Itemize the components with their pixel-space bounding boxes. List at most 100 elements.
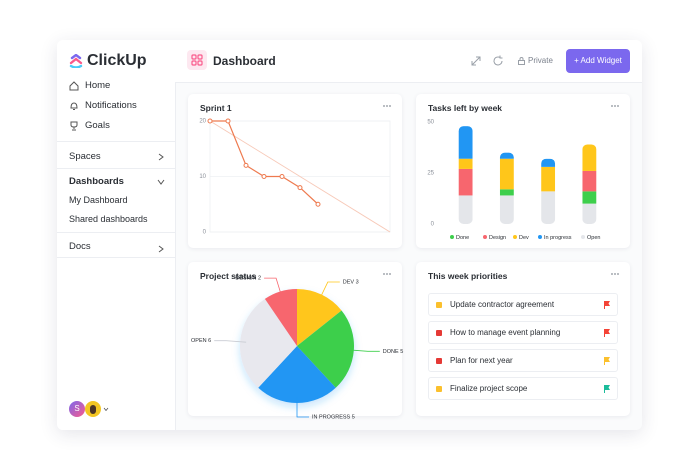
data-point (315, 201, 321, 207)
slice-label: DONE 5 (383, 349, 403, 355)
dashboard-icon (187, 50, 207, 70)
add-widget-button[interactable]: + Add Widget (566, 49, 630, 73)
sprint-card: Sprint 1 (188, 94, 402, 248)
nav-label: Dashboards (69, 176, 124, 187)
nav-my-dashboard[interactable]: My Dashboard (69, 195, 128, 205)
expand-icon[interactable] (470, 55, 482, 67)
priority-flag (604, 328, 610, 337)
private-label: Private (528, 56, 553, 65)
menu-dot (611, 105, 613, 107)
refresh-icon[interactable] (492, 55, 504, 67)
flag-shape (604, 328, 610, 337)
priority-text: Finalize project scope (450, 384, 528, 393)
card-menu[interactable] (611, 105, 619, 107)
nav-label: My Dashboard (69, 195, 128, 205)
nav-spaces[interactable]: Spaces (69, 151, 165, 162)
logo[interactable]: ClickUp (69, 52, 147, 70)
nav-goals[interactable]: Goals (69, 120, 110, 131)
priority-color (436, 329, 442, 336)
nav-docs[interactable]: Docs (69, 239, 165, 253)
priority-flag (604, 356, 610, 365)
bar-segment (499, 152, 514, 159)
bar-segment (458, 126, 473, 159)
legend-swatch (483, 235, 487, 239)
bar-segment (582, 191, 597, 204)
bar-segment (499, 195, 514, 224)
bar-segment (499, 189, 514, 196)
card-title: This week priorities (428, 271, 508, 281)
priority-item[interactable]: Finalize project scope (428, 377, 618, 400)
leader-line (214, 340, 247, 343)
chevron (103, 407, 109, 412)
card-menu[interactable] (611, 273, 619, 275)
separator (57, 232, 175, 233)
leader-line (318, 281, 340, 301)
data-point (243, 162, 249, 168)
slice-label: DEV 3 (343, 279, 359, 285)
priorities-card: This week priorities Update contractor ag… (416, 262, 630, 416)
nav-label: Spaces (69, 151, 101, 162)
y-tick-label: 10 (199, 174, 206, 180)
legend-label: Dev (519, 235, 529, 241)
lock-icon (518, 56, 525, 65)
flag-shape (604, 384, 610, 393)
nav-dashboards[interactable]: Dashboards (69, 176, 165, 187)
bar-segment (458, 158, 473, 169)
y-tick-label: 25 (427, 171, 434, 177)
nav-notifications[interactable]: Notifications (69, 100, 137, 111)
bar-segment (458, 168, 473, 196)
pie-slice (297, 310, 354, 388)
chevron (158, 245, 164, 253)
sidebar: ClickUp Home Notifications Goals Spaces … (57, 40, 176, 430)
icon (70, 121, 78, 130)
card-menu[interactable] (383, 273, 391, 275)
bar-segment (582, 144, 597, 171)
nav-label: Docs (69, 240, 91, 252)
chevron (158, 153, 164, 160)
priority-text: How to manage event planning (450, 328, 561, 337)
page-title: Dashboard (213, 54, 276, 68)
nav-shared-dashboards[interactable]: Shared dashboards (69, 214, 148, 224)
card-menu[interactable] (383, 105, 391, 107)
slice-label: DESIGN 2 (235, 276, 261, 282)
y-tick-label: 0 (203, 230, 207, 236)
nav-label: Notifications (85, 100, 137, 111)
priority-flag (604, 300, 610, 309)
priority-item[interactable]: Update contractor agreement (428, 293, 618, 316)
menu-dot (611, 273, 613, 275)
priority-text: Update contractor agreement (450, 300, 555, 309)
y-tick-label: 50 (427, 120, 434, 126)
menu-dot (614, 273, 616, 275)
legend-label: Design (489, 235, 506, 241)
data-point (279, 174, 285, 179)
pie (239, 289, 354, 403)
legend-label: Done (456, 235, 469, 241)
menu-dot (383, 273, 385, 275)
legend-swatch (581, 235, 585, 239)
bar-segment (541, 191, 556, 224)
chevron (157, 179, 165, 185)
private-toggle[interactable]: Private (518, 56, 553, 65)
nav-label: Shared dashboards (69, 214, 148, 224)
leader-line (264, 277, 283, 298)
pie-slice (297, 289, 342, 346)
menu-dot (386, 105, 388, 107)
avatar[interactable]: S (69, 401, 85, 417)
legend-label: In progress (544, 235, 572, 241)
priority-color (436, 385, 442, 392)
pie-slice (264, 289, 297, 346)
priority-item[interactable]: Plan for next year (428, 349, 618, 372)
priority-item[interactable]: How to manage event planning (428, 321, 618, 344)
icon (70, 101, 78, 110)
nav-home[interactable]: Home (69, 80, 110, 91)
nav-label: Goals (85, 120, 110, 131)
avatar-photo[interactable] (85, 401, 101, 417)
pie-slice (258, 346, 336, 403)
menu-dot (617, 273, 619, 275)
card-title: Project status (200, 271, 257, 281)
bar-segment (541, 158, 556, 167)
flag-shape (604, 300, 610, 309)
data-point (297, 185, 303, 191)
leader-line (347, 349, 380, 352)
data-point (207, 118, 213, 124)
